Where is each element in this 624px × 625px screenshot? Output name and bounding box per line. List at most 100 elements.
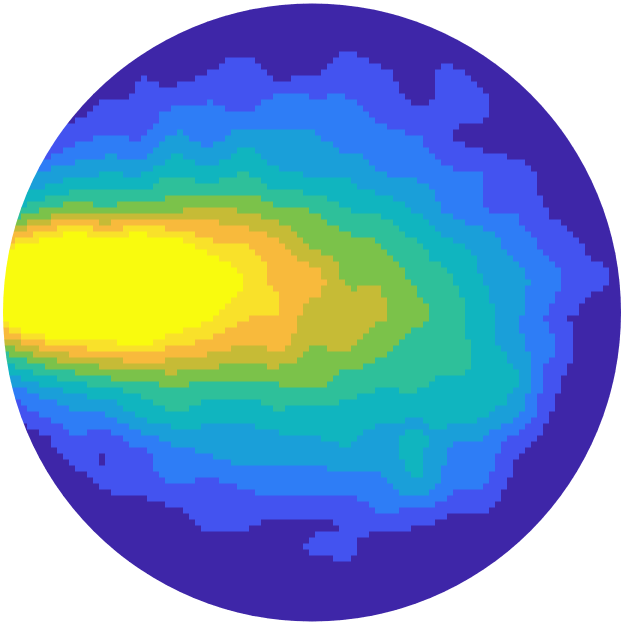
contour-cell — [375, 147, 382, 155]
contour-cell — [201, 75, 208, 83]
contour-cell — [339, 171, 346, 179]
contour-cell — [471, 237, 478, 245]
contour-cell — [51, 147, 58, 155]
contour-cell — [345, 333, 352, 341]
contour-cell — [171, 237, 178, 245]
contour-cell — [159, 219, 166, 227]
contour-cell — [465, 117, 472, 125]
contour-cell — [39, 339, 46, 347]
contour-cell — [195, 267, 202, 275]
contour-cell — [471, 255, 478, 263]
contour-cell — [459, 213, 466, 221]
contour-cell — [177, 243, 184, 251]
contour-cell — [477, 129, 484, 137]
contour-cell — [429, 111, 436, 119]
contour-cell — [447, 297, 454, 305]
contour-cell — [369, 117, 376, 125]
contour-cell — [147, 117, 154, 125]
contour-cell — [225, 201, 232, 209]
contour-cell — [393, 9, 400, 17]
contour-cell — [303, 189, 310, 197]
contour-cell — [489, 135, 496, 143]
contour-cell — [465, 297, 472, 305]
contour-cell — [111, 309, 118, 317]
contour-cell — [201, 87, 208, 95]
contour-cell — [267, 339, 274, 347]
contour-cell — [249, 207, 256, 215]
contour-cell — [297, 123, 304, 131]
contour-cell — [39, 165, 46, 173]
contour-cell — [375, 81, 382, 89]
contour-cell — [297, 111, 304, 119]
contour-cell — [303, 345, 310, 353]
contour-cell — [369, 183, 376, 191]
contour-cell — [249, 51, 256, 59]
contour-cell — [237, 291, 244, 299]
contour-cell — [9, 243, 16, 251]
contour-cell — [81, 333, 88, 341]
contour-cell — [459, 189, 466, 197]
contour-cell — [567, 285, 574, 293]
contour-cell — [165, 225, 172, 233]
contour-cell — [465, 213, 472, 221]
contour-cell — [549, 117, 556, 125]
contour-cell — [189, 183, 196, 191]
contour-cell — [147, 177, 154, 185]
contour-cell — [321, 147, 328, 155]
contour-cell — [123, 309, 130, 317]
contour-cell — [153, 81, 160, 89]
contour-cell — [117, 297, 124, 305]
contour-cell — [471, 75, 478, 83]
contour-cell — [87, 165, 94, 173]
contour-cell — [147, 171, 154, 179]
contour-cell — [99, 231, 106, 239]
contour-cell — [435, 267, 442, 275]
contour-cell — [243, 345, 250, 353]
contour-cell — [189, 99, 196, 107]
contour-cell — [567, 261, 574, 269]
contour-cell — [465, 111, 472, 119]
contour-cell — [207, 171, 214, 179]
contour-cell — [117, 93, 124, 101]
contour-cell — [411, 219, 418, 227]
contour-cell — [273, 111, 280, 119]
contour-cell — [549, 231, 556, 239]
contour-cell — [225, 87, 232, 95]
contour-cell — [165, 255, 172, 263]
contour-cell — [285, 321, 292, 329]
contour-cell — [561, 255, 568, 263]
contour-cell — [417, 99, 424, 107]
contour-cell — [567, 207, 574, 215]
contour-cell — [519, 255, 526, 263]
contour-cell — [417, 33, 424, 41]
contour-cell — [423, 177, 430, 185]
contour-cell — [261, 51, 268, 59]
contour-cell — [177, 159, 184, 167]
contour-cell — [411, 183, 418, 191]
contour-cell — [387, 177, 394, 185]
contour-cell — [39, 315, 46, 323]
contour-cell — [435, 249, 442, 257]
contour-cell — [171, 51, 178, 59]
contour-cell — [399, 147, 406, 155]
contour-cell — [519, 201, 526, 209]
contour-cell — [189, 255, 196, 263]
contour-cell — [135, 219, 142, 227]
contour-cell — [321, 159, 328, 167]
contour-cell — [441, 177, 448, 185]
contour-cell — [21, 189, 28, 197]
contour-cell — [399, 129, 406, 137]
contour-cell — [93, 327, 100, 335]
contour-cell — [225, 27, 232, 35]
contour-cell — [327, 9, 334, 17]
contour-cell — [393, 21, 400, 29]
contour-cell — [81, 339, 88, 347]
contour-cell — [315, 231, 322, 239]
contour-cell — [501, 165, 508, 173]
contour-cell — [429, 147, 436, 155]
contour-cell — [543, 111, 550, 119]
contour-cell — [195, 291, 202, 299]
contour-cell — [189, 279, 196, 287]
contour-cell — [381, 207, 388, 215]
contour-cell — [273, 303, 280, 311]
